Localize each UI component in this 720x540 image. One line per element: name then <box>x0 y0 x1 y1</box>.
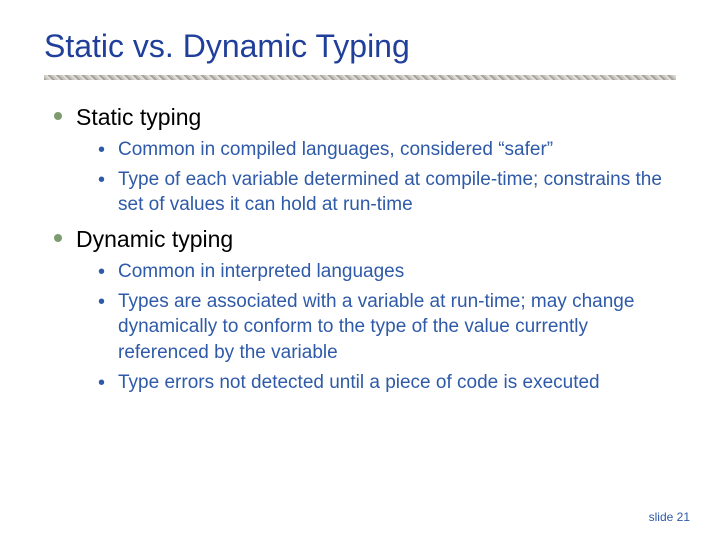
top-bullet-label: Dynamic typing <box>76 224 676 255</box>
slide-title: Static vs. Dynamic Typing <box>44 28 676 65</box>
sub-bullet-item: Type of each variable determined at comp… <box>96 167 676 218</box>
sub-bullet-item: Types are associated with a variable at … <box>96 289 676 366</box>
top-bullet-dynamic: Dynamic typing Common in interpreted lan… <box>50 224 676 395</box>
sub-bullet-item: Common in interpreted languages <box>96 259 676 285</box>
top-bullet-label: Static typing <box>76 102 676 133</box>
slide-number-label: slide <box>649 510 674 524</box>
bullet-list: Static typing Common in compiled languag… <box>44 102 676 395</box>
sub-bullet-item: Common in compiled languages, considered… <box>96 137 676 163</box>
sub-bullet-list: Common in compiled languages, considered… <box>76 137 676 218</box>
sub-bullet-item: Type errors not detected until a piece o… <box>96 370 676 396</box>
slide-number-value: 21 <box>677 510 690 524</box>
sub-bullet-list: Common in interpreted languages Types ar… <box>76 259 676 395</box>
top-bullet-static: Static typing Common in compiled languag… <box>50 102 676 218</box>
slide-number: slide 21 <box>649 510 690 524</box>
title-divider <box>44 75 676 80</box>
